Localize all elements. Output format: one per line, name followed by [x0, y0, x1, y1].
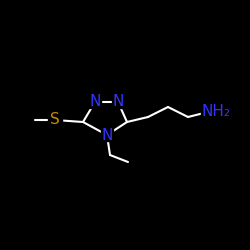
Text: N: N [89, 94, 101, 110]
Bar [48, 113, 62, 127]
Text: S: S [50, 112, 60, 128]
Text: N: N [112, 94, 124, 110]
Bar [101, 129, 113, 141]
Text: N: N [101, 128, 113, 142]
Bar [89, 96, 101, 108]
Bar [201, 105, 231, 119]
Text: NH₂: NH₂ [202, 104, 230, 120]
Bar [112, 96, 124, 108]
